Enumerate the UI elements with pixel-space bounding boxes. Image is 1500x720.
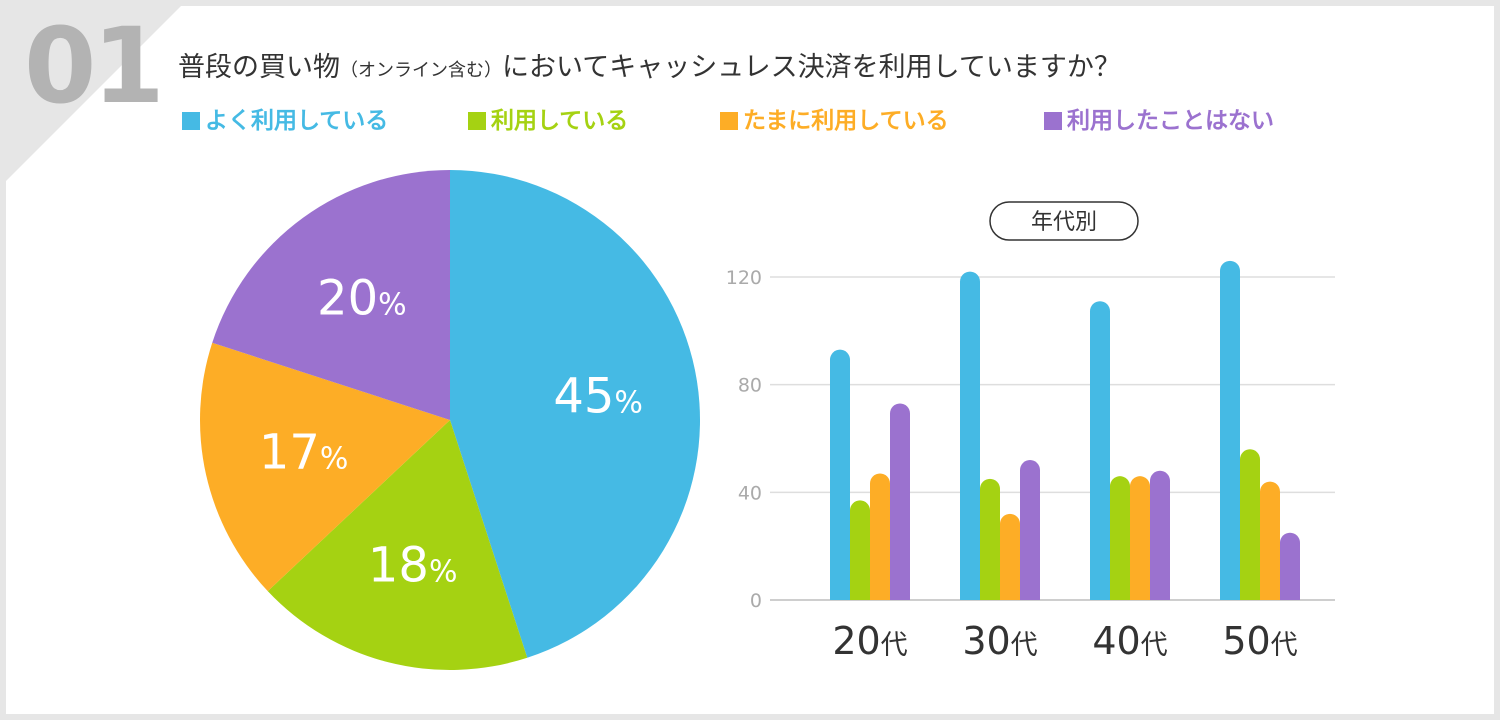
- legend-label: 利用したことはない: [1067, 108, 1274, 134]
- legend-swatch: [182, 112, 200, 130]
- x-category-label: 50代: [1222, 619, 1297, 663]
- title-main-1: 普段の買い物: [178, 52, 340, 83]
- legend-item-use: 利用している: [468, 104, 628, 138]
- title-parenthetical: （オンライン含む）: [340, 60, 502, 81]
- bar: [1020, 460, 1040, 600]
- pie-slice: [212, 170, 450, 420]
- pie-slice: [200, 342, 450, 592]
- pie-slice-label: 45%: [553, 369, 643, 425]
- pie-slice-label: 18%: [368, 537, 458, 593]
- bar: [1090, 301, 1110, 600]
- y-tick-label: 80: [738, 375, 762, 397]
- y-tick-label: 40: [738, 482, 762, 504]
- bar: [1000, 513, 1020, 600]
- bar: [1110, 476, 1130, 600]
- legend-swatch: [468, 112, 486, 130]
- bar: [830, 349, 850, 600]
- bar: [890, 403, 910, 600]
- bar: [1150, 470, 1170, 600]
- legend-item-never: 利用したことはない: [1044, 104, 1274, 138]
- pie-slice: [450, 170, 700, 658]
- bar-title-pill: [989, 201, 1139, 241]
- pie-slice-label: 20%: [317, 271, 407, 327]
- y-tick-label: 0: [750, 590, 762, 612]
- y-tick-label: 120: [726, 267, 762, 289]
- pie-slice: [267, 420, 528, 670]
- bar: [1220, 260, 1240, 600]
- question-title: 普段の買い物（オンライン含む）においてキャッシュレス決済を利用していますか？: [178, 46, 1121, 93]
- bar-chart-title: 年代別: [1031, 210, 1097, 235]
- x-category-label: 30代: [962, 619, 1037, 663]
- legend-label: たまに利用している: [743, 108, 949, 134]
- bar: [850, 500, 870, 600]
- x-category-label: 40代: [1092, 619, 1167, 663]
- legend-swatch: [1044, 112, 1062, 130]
- bar: [1280, 532, 1300, 600]
- bar: [1260, 481, 1280, 600]
- legend-item-often: よく利用している: [182, 104, 388, 138]
- bar: [870, 473, 890, 600]
- bar: [1130, 476, 1150, 600]
- bar: [1240, 449, 1260, 600]
- title-main-2: においてキャッシュレス決済を利用していますか？: [502, 52, 1121, 83]
- question-number: 01: [24, 5, 165, 127]
- pie-chart: 45% 18% 17% 20%: [200, 170, 700, 670]
- x-category-label: 20代: [832, 619, 907, 663]
- legend-swatch: [720, 112, 738, 130]
- bar: [980, 478, 1000, 600]
- pie-slice-label: 17%: [259, 425, 349, 481]
- legend-label: 利用している: [491, 108, 629, 134]
- bar: [960, 271, 980, 600]
- legend-item-sometimes: たまに利用している: [720, 104, 949, 138]
- legend-label: よく利用している: [205, 108, 389, 134]
- bar-chart: 年代別 0 40 80 120 20代 30代 40代 50代: [726, 201, 1335, 663]
